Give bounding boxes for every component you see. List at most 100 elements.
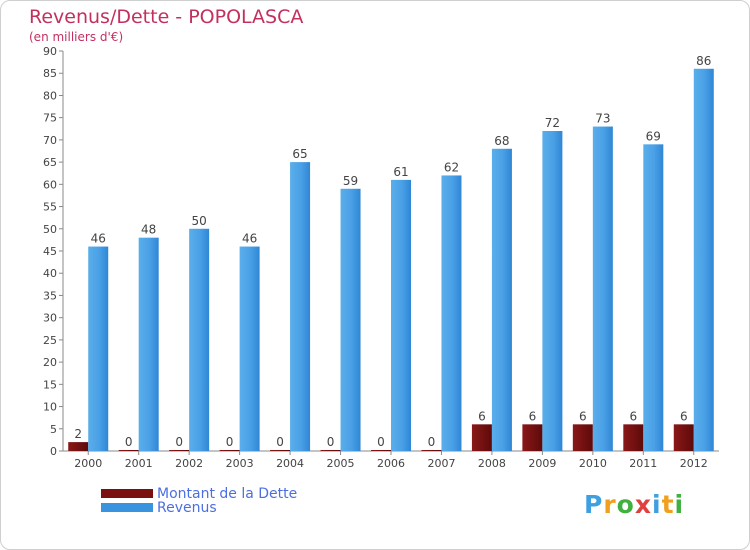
bar-revenus-2008 [491, 148, 512, 451]
label-revenus-2009: 72 [545, 116, 560, 130]
logo-letter: i [652, 490, 662, 519]
bar-revenus-2002 [189, 228, 210, 451]
bar-dette-2012 [673, 424, 694, 451]
logo-letter: x [634, 490, 652, 519]
bar-revenus-2001 [138, 237, 159, 451]
x-tick-label: 2004 [276, 457, 304, 470]
bar-dette-2009 [522, 424, 543, 451]
y-tick-label: 90 [43, 45, 57, 58]
bar-revenus-2011 [643, 144, 664, 452]
y-tick-label: 45 [43, 245, 57, 258]
label-revenus-2010: 73 [595, 112, 610, 126]
legend-label-dette: Montant de la Dette [157, 486, 298, 502]
y-tick-label: 50 [43, 223, 57, 236]
bar-revenus-2012 [693, 68, 714, 452]
bar-dette-2002 [169, 450, 190, 451]
label-dette-2005: 0 [327, 435, 335, 449]
bar-dette-2000 [68, 442, 89, 451]
y-tick-label: 30 [43, 312, 57, 325]
chart-bars [68, 68, 714, 452]
bar-dette-2006 [371, 450, 391, 451]
y-tick-label: 85 [43, 67, 57, 80]
y-tick-label: 40 [43, 267, 57, 280]
bar-dette-2007 [421, 450, 442, 451]
x-tick-label: 2007 [427, 457, 455, 470]
label-dette-2002: 0 [175, 435, 183, 449]
label-dette-2011: 6 [629, 409, 637, 423]
y-tick-label: 5 [50, 423, 57, 436]
x-tick-label: 2006 [377, 457, 405, 470]
label-dette-2007: 0 [428, 435, 436, 449]
chart-title: Revenus/Dette - POPOLASCA [29, 6, 304, 28]
label-dette-2000: 2 [74, 427, 82, 441]
y-tick-label: 35 [43, 289, 57, 302]
legend-label-revenus: Revenus [157, 500, 217, 516]
bar-dette-2011 [623, 424, 644, 451]
bar-dette-2005 [320, 450, 341, 451]
label-revenus-2011: 69 [646, 129, 661, 143]
label-dette-2001: 0 [125, 435, 133, 449]
x-tick-label: 2012 [680, 457, 708, 470]
label-revenus-2008: 68 [494, 134, 509, 148]
label-revenus-2005: 59 [343, 174, 358, 188]
y-tick-label: 55 [43, 201, 57, 214]
label-revenus-2004: 65 [292, 147, 307, 161]
label-dette-2008: 6 [478, 409, 486, 423]
y-axis-ticks: 0 5 10 15 20 25 30 35 40 45 50 55 60 65 70 75 80 85 90 [43, 45, 63, 458]
logo-letter: P [584, 490, 604, 519]
y-tick-label: 0 [50, 445, 57, 458]
bar-revenus-2003 [239, 246, 260, 451]
legend-swatch-dette [101, 489, 153, 498]
y-tick-label: 65 [43, 156, 57, 169]
label-revenus-2006: 61 [393, 165, 408, 179]
x-tick-label: 2000 [74, 457, 102, 470]
label-dette-2009: 6 [529, 409, 537, 423]
label-dette-2006: 0 [377, 435, 385, 449]
bar-dette-2008 [471, 424, 492, 451]
bar-dette-2003 [219, 450, 240, 451]
x-tick-label: 2002 [175, 457, 203, 470]
proxiti-logo: Proxiti [584, 490, 684, 519]
label-dette-2012: 6 [680, 409, 688, 423]
x-tick-label: 2009 [528, 457, 556, 470]
y-tick-label: 75 [43, 112, 57, 125]
y-tick-label: 20 [43, 356, 57, 369]
bar-dette-2004 [270, 450, 291, 451]
logo-letter: o [616, 490, 635, 519]
bar-revenus-2006 [391, 179, 411, 451]
x-tick-label: 2003 [226, 457, 254, 470]
x-tick-label: 2008 [478, 457, 506, 470]
x-tick-label: 2001 [125, 457, 153, 470]
x-axis-ticks: 2000 2001 2002 2003 2004 2005 2006 2007 2008 2009… [74, 451, 708, 470]
x-tick-label: 2011 [629, 457, 657, 470]
label-revenus-2000: 46 [91, 232, 106, 246]
bar-revenus-2010 [592, 126, 613, 452]
bar-revenus-2009 [542, 131, 563, 451]
label-dette-2010: 6 [579, 409, 587, 423]
y-tick-label: 70 [43, 134, 57, 147]
bar-revenus-2005 [340, 188, 361, 451]
bar-revenus-2007 [441, 175, 462, 451]
bar-dette-2010 [572, 424, 593, 451]
y-tick-label: 25 [43, 334, 57, 347]
label-dette-2004: 0 [276, 435, 284, 449]
bar-revenus-2000 [88, 246, 109, 451]
label-revenus-2007: 62 [444, 160, 459, 174]
bar-revenus-2004 [290, 162, 311, 451]
bar-dette-2001 [118, 450, 139, 451]
label-revenus-2002: 50 [192, 214, 207, 228]
y-tick-label: 60 [43, 178, 57, 191]
label-dette-2003: 0 [226, 435, 234, 449]
legend-swatch-revenus [101, 503, 153, 512]
x-tick-label: 2005 [327, 457, 355, 470]
y-tick-label: 10 [43, 401, 57, 414]
y-tick-label: 15 [43, 378, 57, 391]
label-revenus-2012: 86 [696, 54, 711, 68]
chart-subtitle: (en milliers d'€) [29, 30, 124, 44]
y-tick-label: 80 [43, 89, 57, 102]
x-tick-label: 2010 [579, 457, 607, 470]
logo-letter: i [674, 490, 685, 519]
